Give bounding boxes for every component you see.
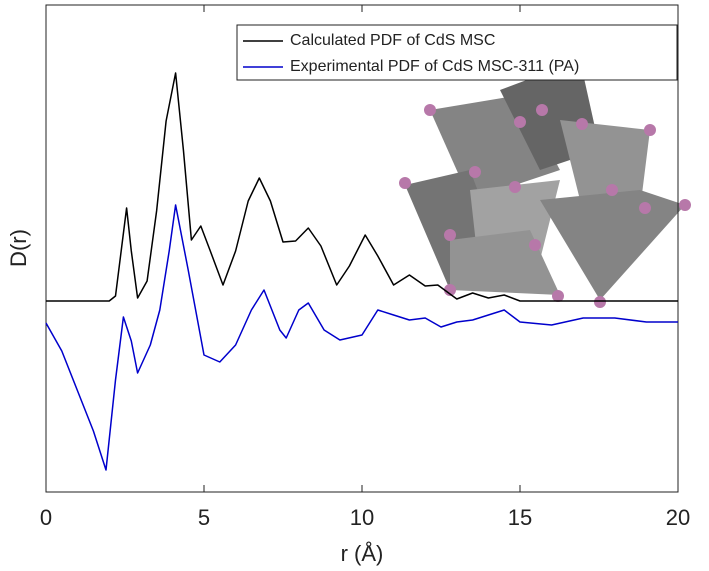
atom	[594, 296, 606, 308]
x-tick-label: 10	[350, 505, 374, 530]
x-axis-label: r (Å)	[341, 541, 384, 566]
x-tick-label: 0	[40, 505, 52, 530]
x-tick-label: 5	[198, 505, 210, 530]
atom	[679, 199, 691, 211]
atom	[529, 239, 541, 251]
atom	[424, 104, 436, 116]
atom	[644, 124, 656, 136]
legend-box	[236, 24, 678, 81]
legend-label: Calculated PDF of CdS MSC	[290, 32, 495, 49]
atom	[552, 290, 564, 302]
atom	[639, 202, 651, 214]
x-tick-label: 15	[508, 505, 532, 530]
atom	[514, 116, 526, 128]
polyhedron	[560, 120, 650, 210]
x-tick-label: 20	[666, 505, 690, 530]
atom	[444, 284, 456, 296]
atom	[469, 166, 481, 178]
atom	[444, 229, 456, 241]
atom	[509, 181, 521, 193]
legend-label: Experimental PDF of CdS MSC-311 (PA)	[290, 58, 579, 75]
data-line	[46, 72, 678, 302]
molecule-illustration	[399, 60, 691, 308]
atom	[536, 104, 548, 116]
polyhedron	[540, 190, 685, 300]
atom	[606, 184, 618, 196]
data-line	[45, 204, 678, 471]
atom	[399, 177, 411, 189]
atom	[576, 118, 588, 130]
y-axis-label: D(r)	[6, 229, 31, 267]
